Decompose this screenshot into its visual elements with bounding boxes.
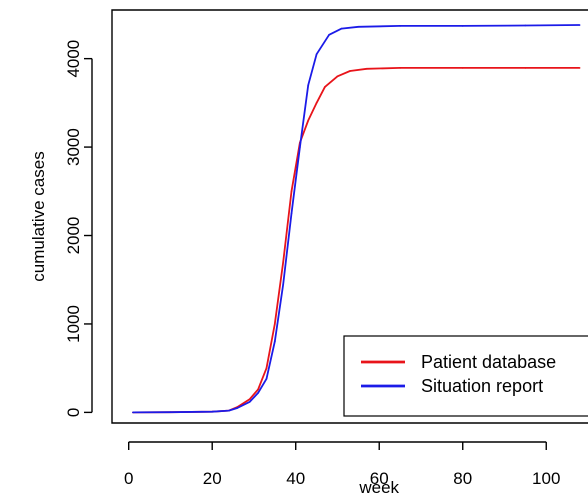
data-point (169, 411, 172, 414)
x-tick-label: 60 (370, 469, 389, 488)
y-tick-label: 3000 (64, 128, 83, 166)
data-point (315, 102, 318, 104)
data-point (524, 67, 527, 69)
data-point (282, 261, 284, 263)
data-point (299, 146, 301, 148)
data-point (578, 24, 581, 26)
data-point (257, 392, 259, 394)
x-tick-label: 40 (286, 469, 305, 488)
data-point (461, 25, 464, 27)
data-point (265, 367, 268, 369)
data-point (328, 33, 330, 36)
data-point (349, 70, 351, 72)
data-point (248, 398, 251, 400)
legend-box (343, 335, 588, 417)
y-tick-label: 1000 (64, 305, 83, 343)
data-point (274, 340, 276, 343)
x-axis-title: week (358, 478, 399, 497)
data-point (290, 190, 293, 193)
data-point (357, 26, 360, 28)
data-point (324, 86, 326, 88)
data-point (336, 75, 339, 78)
plot-frame (111, 9, 588, 424)
data-point (248, 400, 251, 403)
data-point (461, 67, 464, 69)
y-tick-label: 2000 (64, 217, 83, 255)
x-tick-label: 100 (532, 469, 560, 488)
data-point (399, 25, 401, 27)
data-point (228, 409, 230, 412)
legend-label: Patient database (421, 352, 556, 372)
data-point (307, 119, 310, 122)
data-point (132, 411, 134, 414)
y-axis-title: cumulative cases (29, 151, 48, 281)
legend: Patient database Situation report (343, 335, 588, 417)
data-point (257, 388, 259, 391)
data-point (315, 53, 318, 56)
x-tick-label: 20 (203, 469, 222, 488)
data-point (307, 84, 310, 86)
data-point (211, 410, 214, 413)
data-point (274, 323, 276, 325)
data-point (265, 377, 268, 380)
y-tick-label: 4000 (64, 40, 83, 78)
y-tick-label: 0 (64, 408, 83, 417)
legend-label: Situation report (421, 376, 543, 396)
data-point (399, 67, 401, 69)
plot-layer (132, 24, 581, 414)
data-point (524, 24, 527, 27)
data-point (340, 27, 343, 30)
data-point (282, 283, 284, 285)
data-point (290, 212, 293, 215)
data-point (578, 67, 581, 69)
data-point (365, 68, 368, 70)
data-point (236, 407, 239, 409)
x-tick-label: 0 (124, 469, 133, 488)
x-tick-label: 80 (453, 469, 472, 488)
